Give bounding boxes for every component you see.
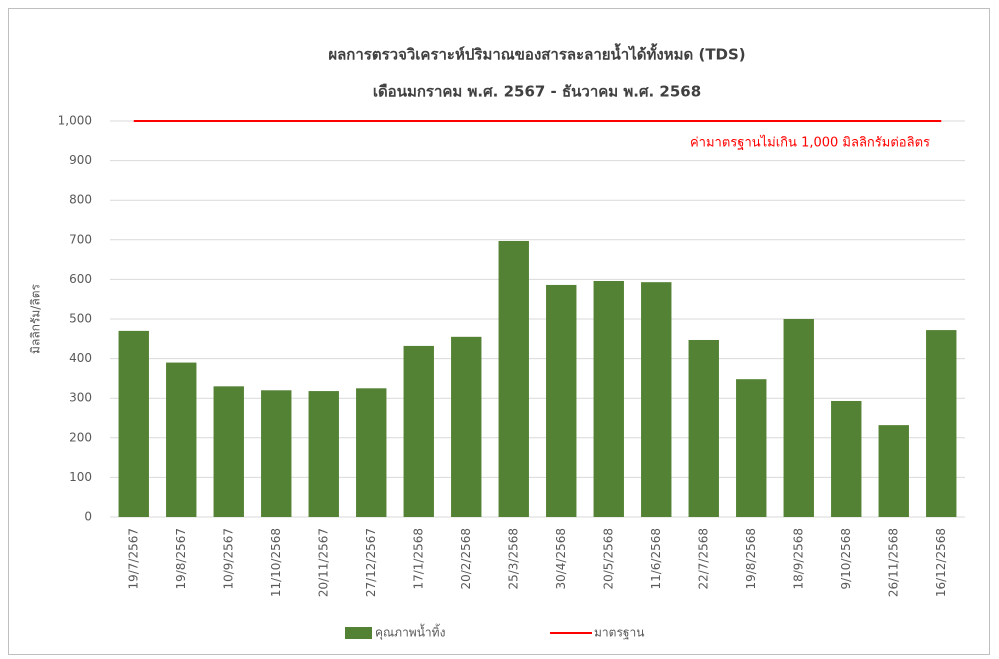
- x-tick-label: 9/10/2568: [839, 528, 853, 590]
- chart-title: ผลการตรวจวิเคราะห์ปริมาณของสารละลายน้ำได…: [328, 43, 745, 64]
- bar: [783, 319, 814, 517]
- bar: [118, 330, 149, 517]
- y-tick-label: 400: [69, 351, 92, 365]
- bar: [546, 284, 577, 517]
- bar: [498, 240, 529, 517]
- legend-label: มาตรฐาน: [594, 626, 644, 640]
- bar: [641, 282, 672, 517]
- x-tick-label: 16/12/2568: [934, 528, 948, 597]
- x-tick-label: 20/5/2568: [601, 528, 615, 590]
- y-tick-label: 100: [69, 470, 92, 484]
- x-tick-label: 22/7/2568: [696, 528, 710, 590]
- chart-subtitle: เดือนมกราคม พ.ศ. 2567 - ธันวาคม พ.ศ. 256…: [373, 83, 701, 101]
- y-tick-label: 900: [69, 153, 92, 167]
- annotation: ค่ามาตรฐานไม่เกิน 1,000 มิลลิกรัมต่อลิตร: [690, 135, 930, 151]
- legend-swatch: [345, 627, 372, 639]
- bar: [736, 379, 767, 517]
- bar: [261, 390, 292, 517]
- x-tick-label: 30/4/2568: [554, 528, 568, 590]
- legend-label: คุณภาพน้ำทิ้ง: [375, 624, 445, 641]
- x-tick-label: 18/9/2568: [791, 528, 805, 590]
- x-tick-label: 19/8/2568: [744, 528, 758, 590]
- x-tick-label: 20/11/2567: [316, 528, 330, 597]
- x-tick-label: 20/2/2568: [459, 528, 473, 590]
- bar: [356, 388, 387, 517]
- bar: [926, 330, 957, 517]
- bar: [831, 400, 862, 517]
- bar: [403, 345, 434, 517]
- bar: [166, 362, 197, 517]
- bar: [451, 336, 482, 517]
- x-tick-label: 26/11/2568: [886, 528, 900, 597]
- x-tick-label: 11/10/2568: [269, 528, 283, 597]
- y-tick-label: 300: [69, 391, 92, 405]
- bar: [308, 391, 339, 517]
- y-tick-label: 600: [69, 272, 92, 286]
- bar: [878, 425, 909, 517]
- y-tick-label: 800: [69, 193, 92, 207]
- x-tick-label: 11/6/2568: [649, 528, 663, 590]
- bar: [688, 339, 719, 517]
- bar: [213, 386, 244, 517]
- x-tick-label: 25/3/2568: [506, 528, 520, 590]
- y-tick-label: 700: [69, 232, 92, 246]
- y-tick-label: 1,000: [58, 114, 92, 128]
- y-axis-label: มิลลิกรัม/ลิตร: [29, 284, 43, 354]
- bar: [593, 280, 624, 517]
- y-tick-label: 200: [69, 430, 92, 444]
- x-tick-label: 17/1/2568: [411, 528, 425, 590]
- x-tick-label: 19/8/2567: [174, 528, 188, 590]
- y-tick-label: 0: [84, 510, 92, 524]
- x-tick-label: 27/12/2567: [364, 528, 378, 597]
- x-tick-label: 10/9/2567: [221, 528, 235, 590]
- x-tick-label: 19/7/2567: [126, 528, 140, 590]
- y-tick-label: 500: [69, 312, 92, 326]
